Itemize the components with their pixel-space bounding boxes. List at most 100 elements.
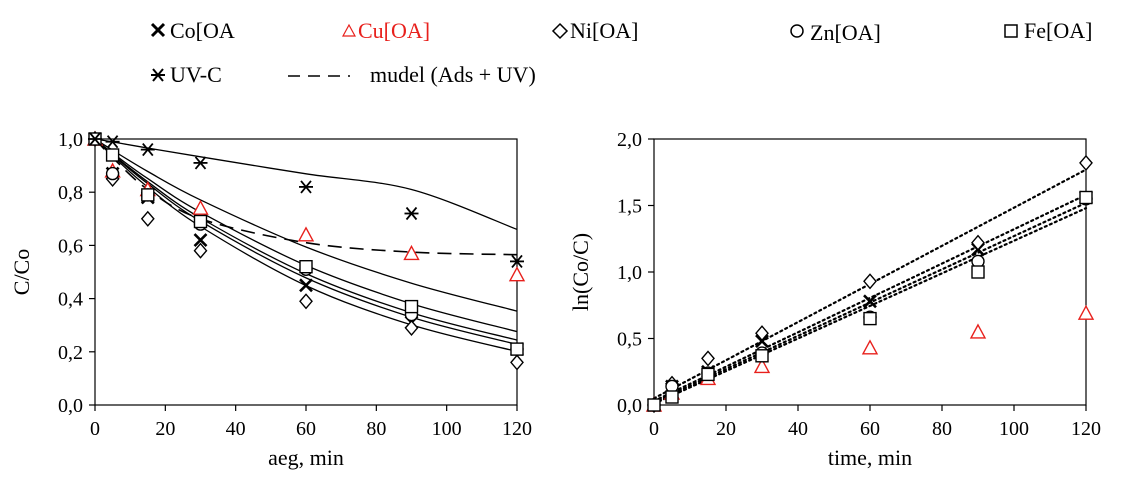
right-point-cu-oa-3	[753, 357, 771, 374]
left-point-uv-c-6	[510, 254, 524, 268]
legend-item-ni: Ni[OA]	[551, 18, 638, 43]
right-point-cu-oa-4	[861, 339, 879, 355]
right-x-tick-label: 40	[788, 418, 808, 440]
right-chart: 0 20 40 60 80 100 120 0,0 0,5 1,0 1,5 2,0 time, min l…	[568, 129, 1101, 470]
right-x-tick-label: 80	[932, 418, 952, 440]
left-point-uv-c-3	[193, 156, 208, 170]
left-point-uv-c-5	[404, 206, 419, 221]
left-point-cu-oa-6	[508, 266, 526, 282]
left-fit-curve-3	[94, 138, 518, 346]
left-x-axis-title: aeg, min	[268, 445, 344, 470]
left-x-tick-label: 80	[366, 418, 386, 440]
left-x-tick-label: 60	[296, 418, 316, 440]
left-x-tick-label: 0	[90, 418, 100, 440]
left-point-co-oa-4	[299, 278, 313, 293]
left-point-fe-oa-6	[510, 342, 524, 356]
legend-item-zn: Zn[OA]	[790, 20, 881, 45]
right-point-fe-oa-0	[647, 398, 661, 412]
legend-label-zn: Zn[OA]	[810, 20, 881, 45]
right-x-tick-label: 120	[1071, 418, 1101, 440]
right-trendline-3	[652, 207, 1088, 405]
left-y-tick-label: 1,0	[58, 129, 83, 151]
right-point-fe-oa-3	[755, 349, 769, 363]
square-marker-icon	[1004, 24, 1018, 38]
right-point-fe-oa-4	[863, 311, 877, 326]
legend-item-co: Co[OA	[150, 18, 235, 43]
left-y-axis-title: C/Co	[9, 249, 34, 295]
left-chart: 0 20 40 60 80 100 120 0,0 0,2 0,4 0,6 0,8 1,0 aeg, mi…	[9, 129, 532, 470]
legend-label-ni: Ni[OA]	[570, 18, 638, 43]
right-x-tick-label: 100	[999, 418, 1029, 440]
right-y-axis-title: ln(Co/C)	[568, 233, 593, 311]
left-y-tick-label: 0,6	[58, 235, 83, 257]
right-y-tick-label: 1,5	[617, 196, 642, 218]
triangle-marker-icon	[341, 23, 357, 37]
legend-label-cu: Cu[OA]	[358, 18, 430, 43]
right-point-fe-oa-2	[701, 367, 715, 382]
legend-label-uvc: UV-C	[170, 62, 222, 87]
circle-marker-icon	[790, 24, 804, 38]
right-point-ni-oa-5	[971, 234, 985, 251]
right-point-co-oa-4	[863, 294, 877, 309]
legend-item-model: mudel (Ads + UV)	[288, 62, 536, 87]
legend-label-co: Co[OA	[170, 18, 235, 43]
right-point-ni-oa-2	[701, 350, 715, 367]
right-y-tick-label: 0,5	[617, 329, 642, 351]
cross-marker-icon	[150, 22, 166, 38]
legend-label-model: mudel (Ads + UV)	[370, 62, 536, 87]
left-fit-curve-5	[94, 138, 518, 231]
right-point-ni-oa-4	[863, 273, 877, 290]
left-point-ni-oa-2	[140, 210, 155, 227]
left-point-fe-oa-2	[141, 188, 155, 202]
right-x-tick-label: 20	[716, 418, 736, 440]
legend-item-uvc: UV-C	[151, 62, 222, 87]
left-point-uv-c-4	[299, 180, 313, 194]
diamond-marker-icon	[551, 22, 569, 40]
left-x-tick-label: 40	[226, 418, 246, 440]
legend-item-cu: Cu[OA]	[341, 18, 430, 43]
left-point-ni-oa-6	[510, 354, 524, 371]
right-point-fe-oa-1	[665, 390, 679, 404]
left-fit-curve-2	[94, 138, 518, 353]
left-point-cu-oa-4	[297, 226, 315, 242]
left-point-uv-c-2	[140, 143, 155, 157]
left-point-fe-oa-4	[299, 260, 313, 274]
left-point-zn-oa-1	[105, 166, 120, 181]
left-point-co-oa-3	[193, 233, 208, 248]
left-y-tick-label: 0,8	[58, 182, 83, 204]
asterisk-marker-icon	[151, 68, 165, 82]
right-x-axis-title: time, min	[828, 445, 912, 470]
right-y-tick-label: 1,0	[617, 262, 642, 284]
right-point-ni-oa-6	[1079, 154, 1093, 171]
right-trendline-1	[652, 193, 1088, 403]
left-point-fe-oa-3	[193, 214, 208, 229]
right-point-fe-oa-6	[1079, 190, 1093, 205]
right-point-fe-oa-5	[971, 265, 985, 279]
right-point-ni-oa-3	[755, 325, 769, 342]
left-x-tick-label: 100	[432, 418, 462, 440]
right-point-cu-oa-5	[969, 323, 987, 339]
left-y-tick-label: 0,4	[58, 289, 83, 311]
left-x-tick-label: 20	[155, 418, 175, 440]
left-point-ni-oa-3	[193, 242, 208, 259]
left-point-fe-oa-5	[404, 299, 419, 314]
left-point-ni-oa-4	[299, 293, 313, 310]
left-y-tick-label: 0,2	[58, 342, 83, 364]
left-x-tick-label: 120	[502, 418, 532, 440]
legend-item-fe: Fe[OA]	[1004, 18, 1092, 43]
legend-label-fe: Fe[OA]	[1024, 18, 1092, 43]
right-x-tick-label: 60	[860, 418, 880, 440]
legend: Co[OA Cu[OA] Ni[OA] Zn[OA] Fe[OA]	[150, 18, 1092, 87]
right-x-tick-label: 0	[649, 418, 659, 440]
left-point-uv-c-1	[105, 135, 120, 149]
right-point-cu-oa-6	[1077, 304, 1095, 320]
left-point-fe-oa-1	[105, 148, 120, 162]
right-y-tick-label: 2,0	[617, 129, 642, 151]
left-point-cu-oa-3	[192, 199, 209, 215]
right-y-tick-label: 0,0	[617, 395, 642, 417]
left-point-uv-c-0	[88, 132, 102, 146]
left-point-cu-oa-5	[403, 244, 420, 261]
left-y-tick-label: 0,0	[58, 395, 83, 417]
left-point-ni-oa-5	[404, 319, 419, 336]
